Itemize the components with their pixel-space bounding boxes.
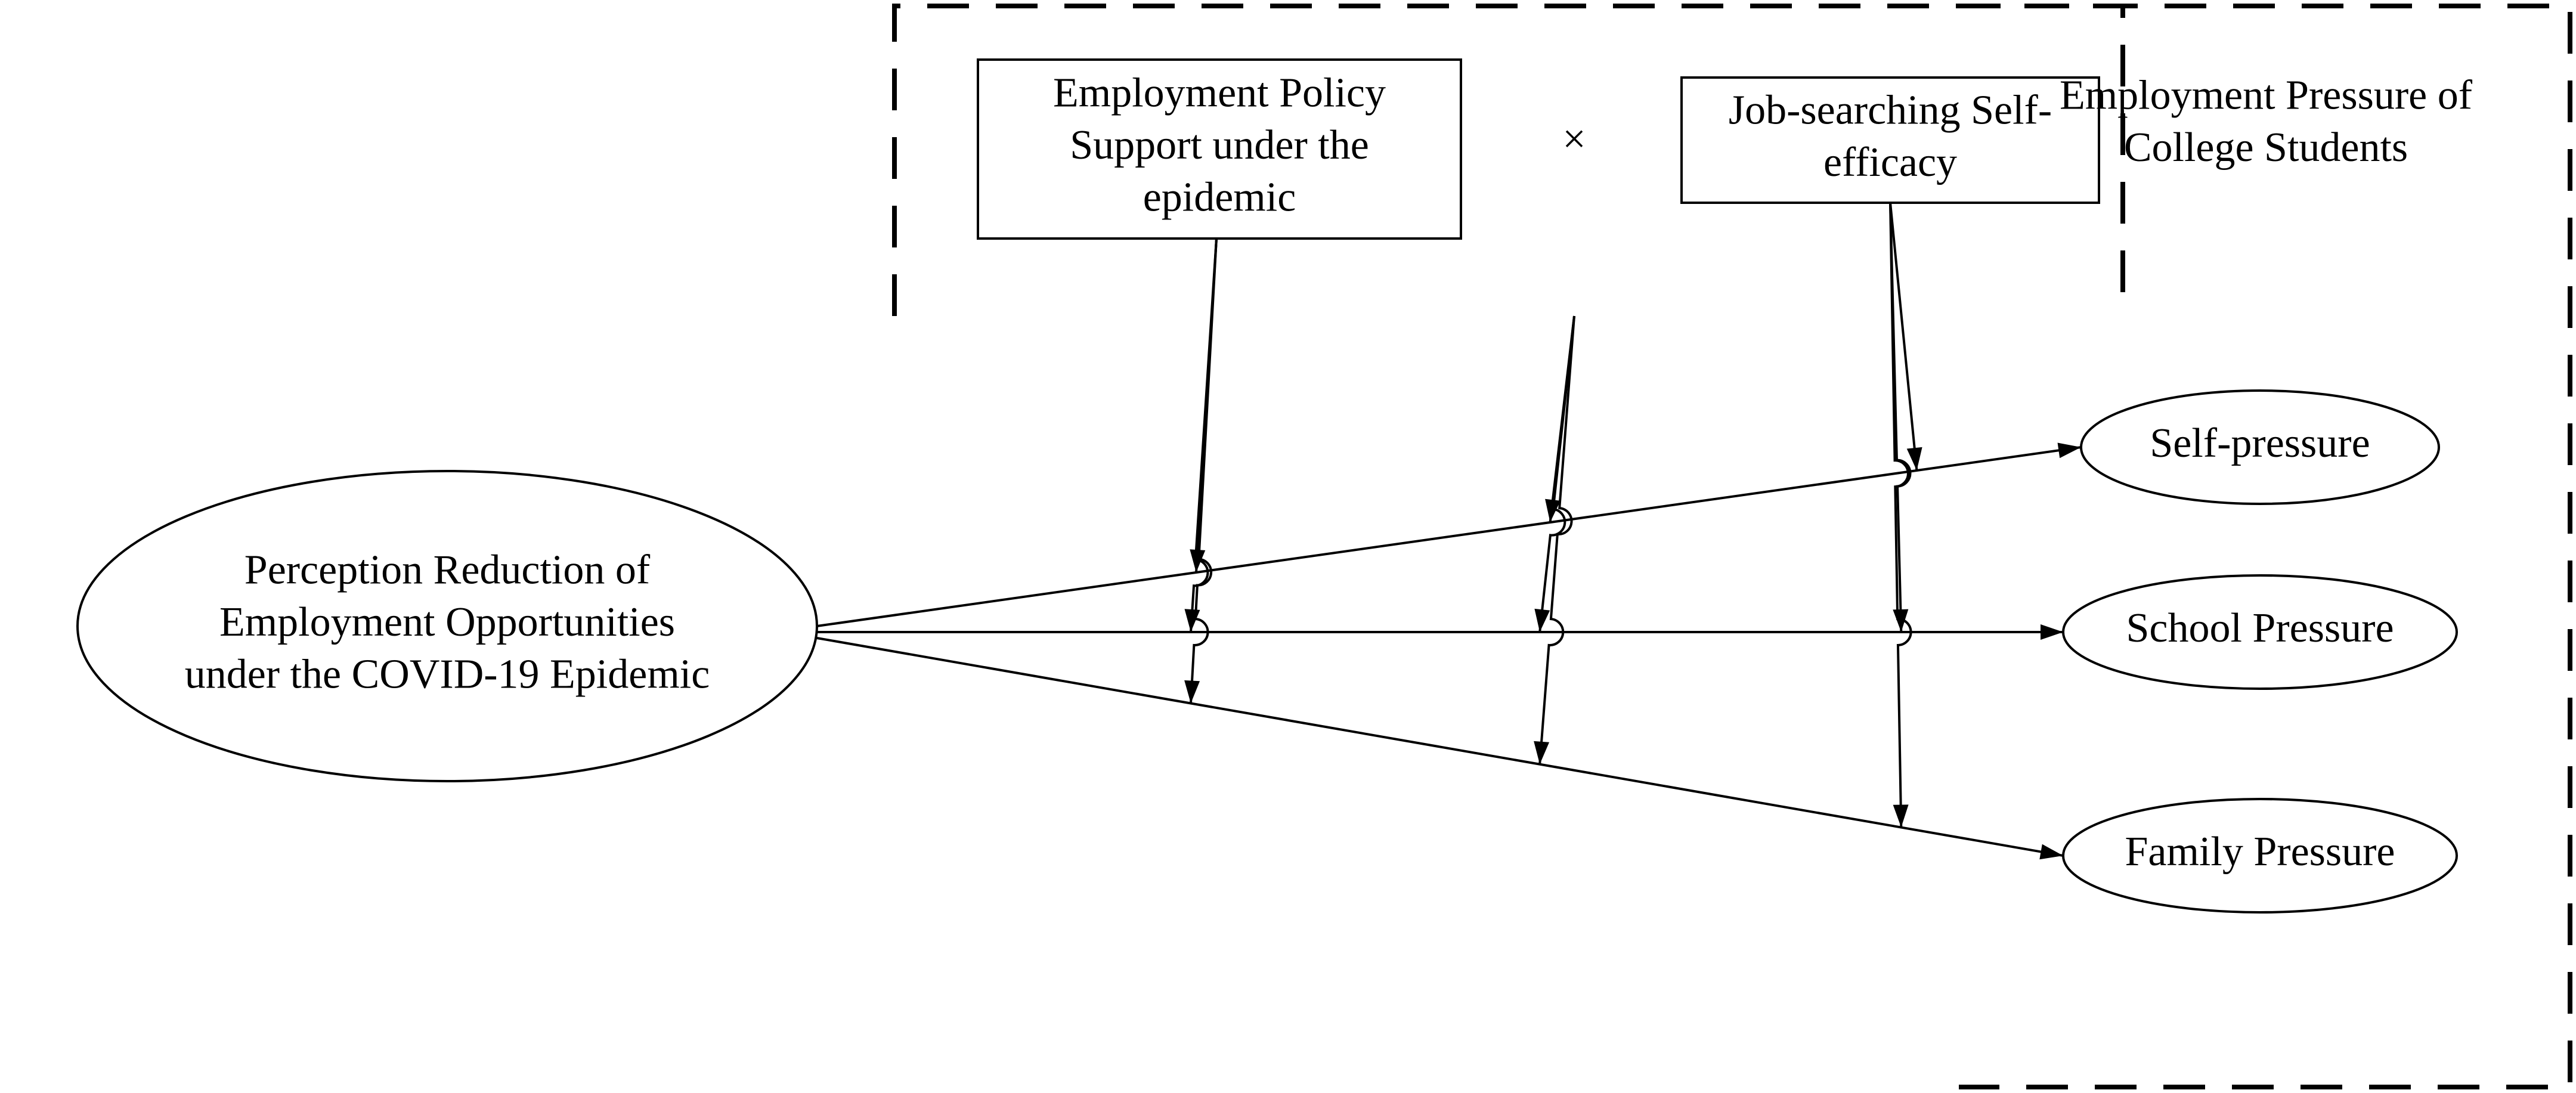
- moderator-a-to-2: [1191, 239, 1216, 704]
- out2-line-0: School Pressure: [2126, 605, 2394, 651]
- out1-line-0: Self-pressure: [2150, 420, 2370, 466]
- source-line-0: Perception Reduction of: [244, 547, 651, 593]
- mod_b-line-0: Job-searching Self-: [1729, 87, 2052, 133]
- out3-line-0: Family Pressure: [2125, 829, 2395, 875]
- moderator-ab-to-1: [1540, 316, 1574, 632]
- mod_a-line-2: epidemic: [1143, 175, 1296, 221]
- arrowhead: [1893, 804, 1909, 827]
- arrowhead: [2039, 844, 2063, 860]
- source-line-2: under the COVID-19 Epidemic: [185, 652, 710, 698]
- moderator-ab-to-2: [1540, 316, 1574, 764]
- mod_a-line-1: Support under the: [1070, 122, 1369, 168]
- mod_b-line-1: efficacy: [1823, 140, 1957, 185]
- main-edge-0: [817, 447, 2081, 626]
- out_title-line-1: College Students: [2124, 125, 2408, 171]
- main-edge-2: [817, 638, 2063, 856]
- source-line-1: Employment Opportunities: [219, 599, 675, 645]
- arrowhead: [2058, 442, 2081, 458]
- arrowhead: [2041, 624, 2063, 640]
- out_title-line-0: Employment Pressure of: [2060, 72, 2473, 118]
- mod_times-line-0: ×: [1562, 116, 1586, 162]
- arrowhead: [1534, 741, 1549, 764]
- arrowhead: [1534, 609, 1550, 632]
- diagram-canvas: Perception Reduction of Employment Opport…: [0, 0, 2576, 1093]
- arrowhead: [1184, 609, 1200, 632]
- arrowhead: [1184, 680, 1200, 704]
- mod_a-line-0: Employment Policy: [1053, 70, 1386, 116]
